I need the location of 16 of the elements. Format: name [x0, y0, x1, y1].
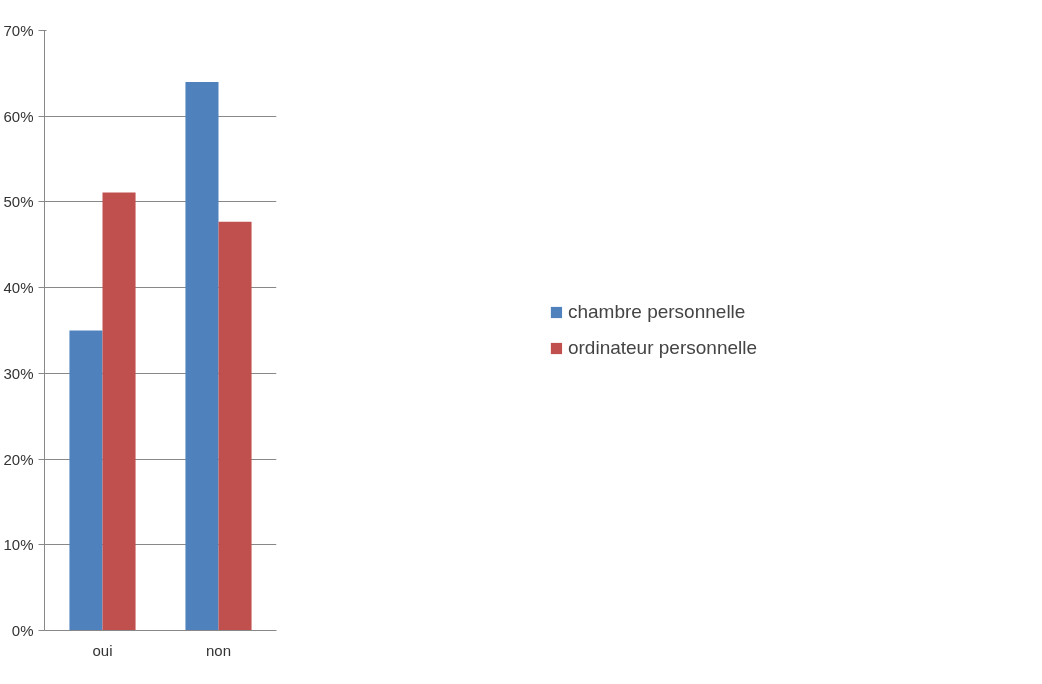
bar	[185, 81, 219, 631]
y-tick-label: 10%	[3, 536, 34, 554]
y-tick-label: 60%	[3, 107, 34, 125]
legend-label: chambre personnelle	[567, 301, 746, 323]
x-tick-label: oui	[92, 641, 113, 659]
y-tick-label: 40%	[3, 279, 34, 297]
bar	[102, 192, 136, 631]
y-tick-label: 0%	[11, 622, 34, 639]
y-tick-label: 70%	[3, 22, 34, 39]
bar	[218, 221, 252, 631]
x-tick-label: non	[205, 641, 232, 659]
y-tick-label: 30%	[3, 364, 34, 382]
legend-label: ordinateur personnelle	[567, 337, 758, 359]
y-tick-label: 50%	[3, 193, 34, 211]
y-tick-label: 20%	[3, 450, 34, 468]
bar	[69, 330, 103, 631]
